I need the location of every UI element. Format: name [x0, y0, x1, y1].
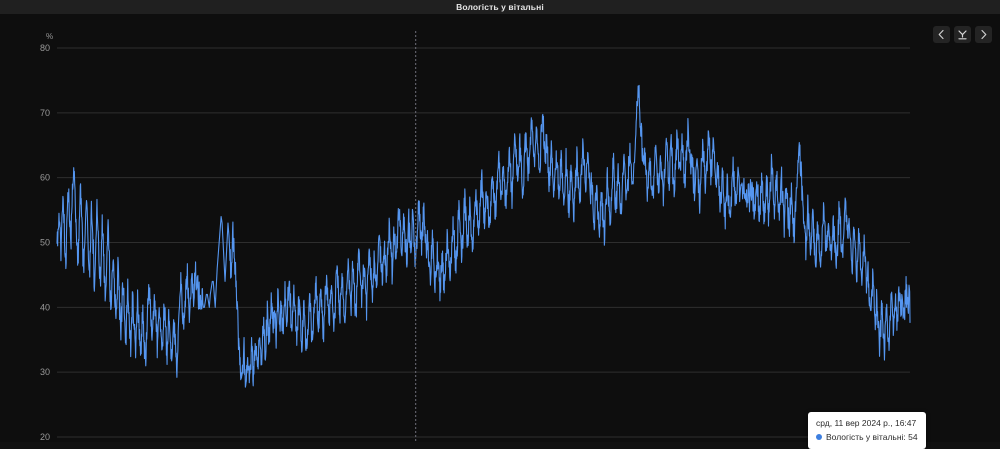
y-axis-tick: 60 — [40, 173, 50, 183]
y-axis-tick: 30 — [40, 367, 50, 377]
tooltip-series-value: Вологість у вітальні: 54 — [826, 432, 918, 442]
y-axis-tick: 70 — [40, 108, 50, 118]
y-axis-tick: 20 — [40, 432, 50, 442]
series-line-humidity — [56, 84, 911, 388]
y-axis-tick: 50 — [40, 238, 50, 248]
y-axis-unit-label: % — [46, 32, 54, 41]
y-axis-tick: 80 — [40, 43, 50, 53]
tooltip-timestamp: срд, 11 вер 2024 р., 16:47 — [816, 418, 917, 428]
page-title: Вологість у вітальні — [456, 2, 544, 12]
chevron-left-icon[interactable] — [933, 26, 950, 43]
chevron-right-icon[interactable] — [975, 26, 992, 43]
chart-surface[interactable]: 80 70 60 50 40 30 20 % — [0, 14, 1000, 449]
chart-canvas: 80 70 60 50 40 30 20 — [40, 31, 911, 442]
y-axis-tick: 40 — [40, 302, 50, 312]
gridlines-group — [57, 47, 910, 438]
y-axis-tick-labels: 80 70 60 50 40 30 20 — [40, 43, 50, 442]
tooltip-series-row: Вологість у вітальні: 54 — [816, 431, 918, 443]
chart-toolbar — [933, 26, 992, 43]
chart-tooltip: срд, 11 вер 2024 р., 16:47 Вологість у в… — [808, 412, 926, 449]
window-titlebar: Вологість у вітальні — [0, 0, 1000, 14]
reset-y-axis-button[interactable] — [954, 26, 971, 43]
series-color-dot — [816, 434, 822, 440]
